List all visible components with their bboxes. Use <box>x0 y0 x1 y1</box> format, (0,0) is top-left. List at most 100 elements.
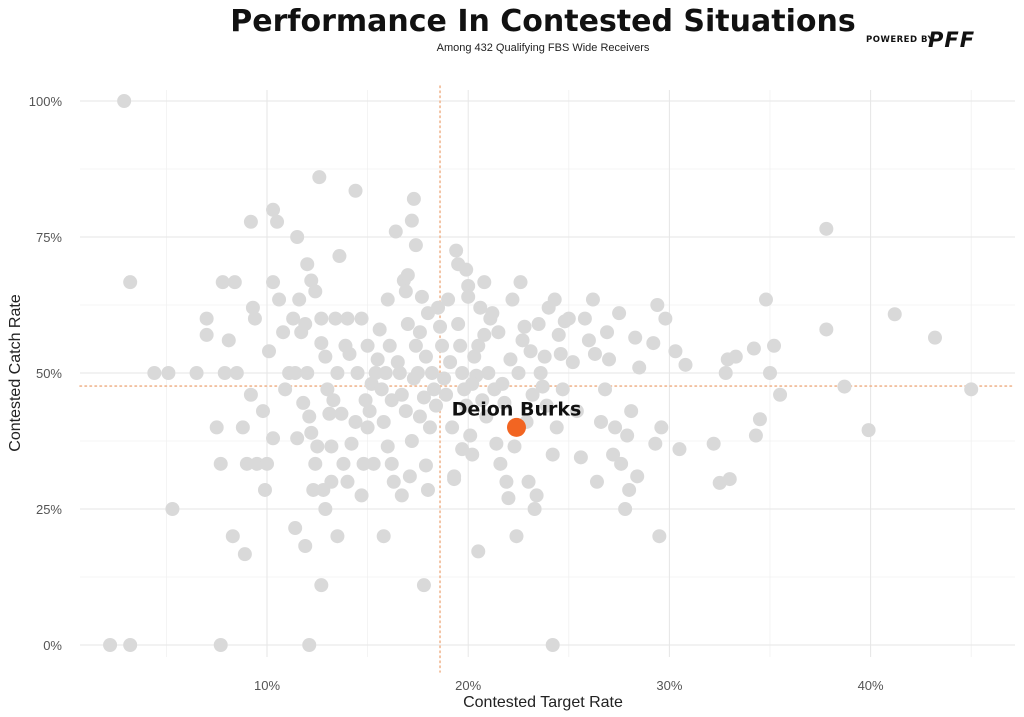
data-point <box>433 319 448 334</box>
pff-logo-wordmark: PFF <box>928 28 975 52</box>
data-point <box>646 336 661 351</box>
data-point <box>614 456 629 471</box>
data-point <box>437 371 452 386</box>
data-point <box>400 317 415 332</box>
data-point <box>672 442 687 457</box>
data-point <box>449 243 464 258</box>
data-point <box>414 289 429 304</box>
data-point <box>420 482 435 497</box>
data-point <box>249 456 264 471</box>
data-point <box>408 338 423 353</box>
data-point <box>304 425 319 440</box>
data-point <box>330 529 345 544</box>
data-point <box>819 322 834 337</box>
x-tick-label: 30% <box>656 678 682 693</box>
data-point <box>577 311 592 326</box>
data-point <box>378 366 393 380</box>
data-point <box>529 488 544 503</box>
data-points <box>103 94 979 652</box>
data-point <box>722 472 737 487</box>
data-point <box>668 344 683 359</box>
data-point <box>515 333 530 348</box>
data-point <box>431 300 446 315</box>
data-point <box>276 325 291 340</box>
data-point <box>368 366 383 380</box>
data-point <box>422 420 437 435</box>
data-point <box>620 428 635 443</box>
x-axis-title: Contested Target Rate <box>463 694 623 711</box>
data-point <box>406 191 421 206</box>
data-point <box>227 275 242 290</box>
data-point <box>350 366 365 380</box>
data-point <box>585 292 600 307</box>
data-point <box>837 379 852 394</box>
data-point <box>531 317 546 332</box>
data-point <box>630 469 645 484</box>
x-tick-label: 10% <box>254 678 280 693</box>
highlight-label: Deion Burks <box>452 398 582 420</box>
data-point <box>390 355 405 370</box>
data-point <box>861 423 876 438</box>
data-point <box>199 327 214 342</box>
data-point <box>360 420 375 435</box>
data-point <box>245 300 260 315</box>
data-point <box>358 393 373 408</box>
data-point <box>334 406 349 421</box>
data-point <box>360 338 375 353</box>
data-point <box>654 420 669 435</box>
data-point <box>549 420 564 435</box>
data-point <box>328 311 343 326</box>
data-point <box>348 414 363 429</box>
data-point <box>509 529 524 544</box>
data-point <box>380 439 395 454</box>
data-point <box>336 456 351 471</box>
data-point <box>161 366 176 380</box>
data-point <box>288 521 303 536</box>
data-point <box>628 330 643 345</box>
data-point <box>213 638 228 652</box>
data-point <box>461 289 476 304</box>
data-point <box>312 170 327 185</box>
data-point <box>255 404 270 419</box>
data-point <box>658 311 673 326</box>
data-point <box>340 474 355 489</box>
x-tick-label: 40% <box>858 678 884 693</box>
data-point <box>243 214 258 229</box>
data-point <box>332 249 347 264</box>
data-point <box>310 439 325 454</box>
data-point <box>467 349 482 364</box>
data-point <box>553 346 568 361</box>
data-point <box>648 436 663 451</box>
data-point <box>318 502 333 516</box>
data-point <box>445 420 460 435</box>
data-point <box>374 382 389 397</box>
data-point <box>763 366 777 380</box>
data-point <box>481 366 496 380</box>
data-point <box>408 238 423 253</box>
y-tick-label: 75% <box>36 230 62 245</box>
chart-subtitle: Among 432 Qualifying FBS Wide Receivers <box>437 42 650 54</box>
data-point <box>523 344 538 359</box>
data-point <box>322 406 337 421</box>
highlight-group: Deion Burks <box>452 398 582 437</box>
y-tick-label: 0% <box>43 638 62 653</box>
data-point <box>300 257 315 272</box>
data-point <box>746 341 761 356</box>
data-point <box>598 382 613 397</box>
data-point <box>521 474 536 489</box>
data-point <box>602 352 617 367</box>
y-tick-label: 100% <box>29 94 63 109</box>
data-point <box>372 322 387 337</box>
data-point <box>443 355 458 370</box>
data-point <box>535 379 550 394</box>
data-point <box>266 275 281 290</box>
data-point <box>507 439 522 454</box>
data-point <box>758 292 773 307</box>
data-point <box>495 376 510 391</box>
data-point <box>525 387 540 402</box>
data-point <box>398 404 413 419</box>
data-point <box>573 450 588 465</box>
data-point <box>453 338 468 353</box>
data-point <box>429 398 444 413</box>
pff-logo: POWERED BY PFF <box>866 28 975 52</box>
